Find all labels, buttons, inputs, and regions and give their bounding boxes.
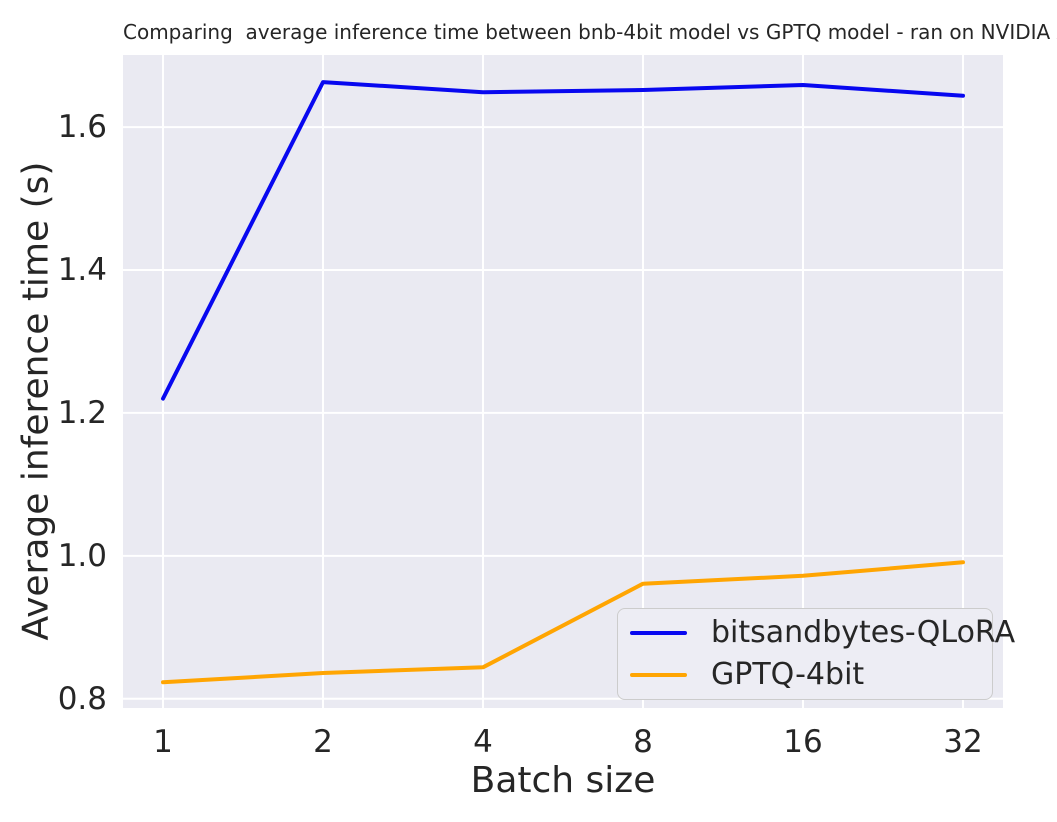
legend-line-sample-GPTQ-4bit	[630, 673, 687, 677]
legend-item-bitsandbytes-QLoRA: bitsandbytes-QLoRA	[630, 612, 1015, 654]
x-tick-label-4: 4	[473, 724, 493, 760]
plot-area	[123, 55, 1003, 708]
chart-title: Comparing average inference time between…	[123, 20, 1057, 44]
y-tick-label-1.2: 1.2	[57, 394, 107, 431]
series-line-GPTQ-4bit	[161, 560, 965, 685]
legend-label-bitsandbytes-QLoRA: bitsandbytes-QLoRA	[711, 615, 1016, 650]
x-tick-label-8: 8	[633, 724, 653, 760]
legend-line-sample-bitsandbytes-QLoRA	[630, 631, 687, 635]
y-tick-label-1.4: 1.4	[57, 252, 107, 289]
series-line-bitsandbytes-QLoRA	[161, 80, 965, 401]
y-tick-label-1.6: 1.6	[57, 109, 107, 146]
legend: bitsandbytes-QLoRA GPTQ-4bit	[617, 608, 1015, 700]
plot-canvas	[123, 55, 1003, 708]
x-tick-label-16: 16	[783, 724, 823, 760]
x-tick-label-2: 2	[313, 724, 333, 760]
x-tick-label-32: 32	[943, 724, 983, 760]
x-axis-label: Batch size	[470, 760, 656, 801]
y-tick-label-1.0: 1.0	[57, 537, 107, 574]
legend-item-GPTQ-4bit: GPTQ-4bit	[630, 654, 980, 696]
legend-label-GPTQ-4bit: GPTQ-4bit	[711, 657, 865, 692]
plot-background	[123, 55, 1003, 708]
x-tick-label-1: 1	[153, 724, 173, 760]
y-tick-label-0.8: 0.8	[57, 680, 107, 717]
y-axis-label: Average inference time (s)	[15, 161, 57, 641]
